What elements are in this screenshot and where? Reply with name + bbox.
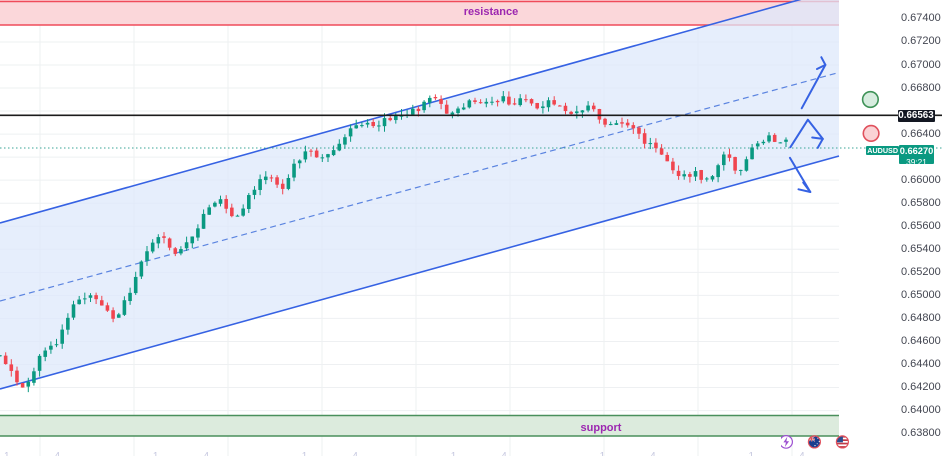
svg-text:resistance: resistance <box>464 6 518 18</box>
svg-text:support: support <box>581 422 622 434</box>
